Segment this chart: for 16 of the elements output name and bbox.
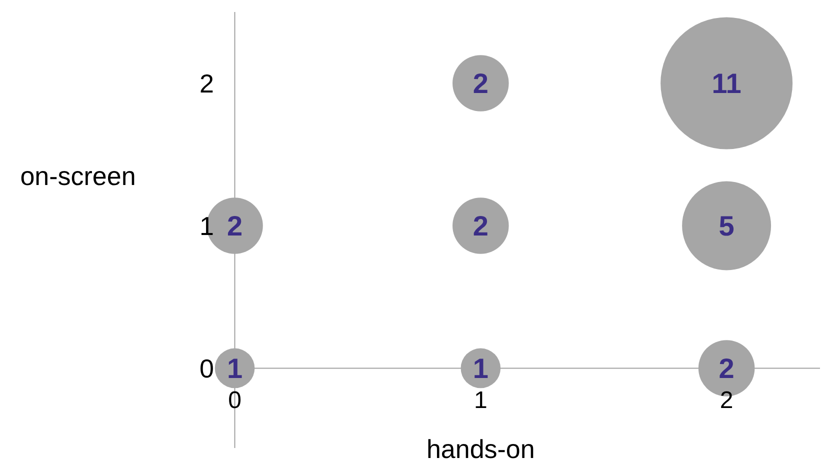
x-tick-label: 1 <box>474 387 488 414</box>
data-label: 1 <box>226 353 243 384</box>
y-tick-label: 0 <box>200 353 214 384</box>
data-label: 2 <box>718 353 734 384</box>
y-axis-title: on-screen <box>20 160 136 191</box>
y-tick-label: 1 <box>200 210 214 241</box>
data-label: 2 <box>226 210 243 242</box>
x-tick-label: 2 <box>720 387 734 414</box>
y-tick-label: 2 <box>200 68 214 98</box>
x-axis-title: hands-on <box>426 434 535 464</box>
x-tick-label: 0 <box>228 387 242 414</box>
data-label: 2 <box>472 68 488 100</box>
data-label: 5 <box>718 210 734 242</box>
data-label: 2 <box>472 210 488 242</box>
data-label: 11 <box>712 68 742 100</box>
data-label: 1 <box>472 353 488 384</box>
